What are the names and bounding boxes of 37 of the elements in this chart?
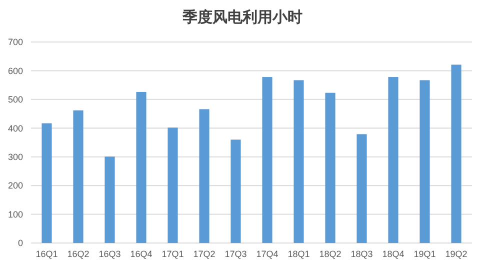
bar	[420, 80, 430, 243]
bar	[388, 77, 398, 243]
x-tick-label: 16Q4	[130, 249, 152, 259]
bar	[356, 134, 367, 243]
y-tick-label: 500	[8, 94, 23, 105]
x-tick-label: 18Q3	[350, 249, 373, 259]
bar	[42, 123, 52, 243]
y-tick-label: 300	[8, 152, 23, 162]
x-tick-label: 19Q2	[445, 249, 468, 259]
x-tick-label: 17Q1	[162, 249, 184, 259]
bar	[168, 128, 178, 243]
y-tick-label: 0	[18, 238, 23, 248]
y-tick-label: 700	[8, 37, 23, 48]
x-tick-label: 16Q2	[67, 249, 90, 259]
bar	[199, 109, 210, 243]
y-tick-label: 100	[8, 209, 23, 220]
bar	[104, 156, 115, 243]
y-tick-label: 200	[8, 180, 23, 191]
y-tick-label: 400	[8, 123, 23, 134]
x-tick-label: 17Q2	[193, 249, 216, 259]
bar	[451, 64, 462, 243]
x-tick-label: 17Q3	[224, 249, 247, 259]
bar	[294, 80, 304, 243]
bar	[73, 110, 84, 243]
x-tick-label: 16Q1	[36, 249, 58, 259]
bar	[325, 92, 336, 243]
x-tick-label: 18Q2	[319, 249, 342, 259]
x-tick-label: 18Q1	[288, 249, 310, 259]
x-tick-label: 18Q4	[382, 249, 404, 259]
bar	[136, 92, 146, 243]
x-tick-label: 16Q3	[98, 249, 121, 259]
x-tick-label: 19Q1	[414, 249, 436, 259]
chart-title: 季度风电利用小时	[182, 8, 302, 26]
bar	[262, 77, 272, 243]
bar	[230, 140, 241, 243]
x-tick-label: 17Q4	[256, 249, 278, 259]
y-tick-label: 600	[8, 66, 23, 76]
